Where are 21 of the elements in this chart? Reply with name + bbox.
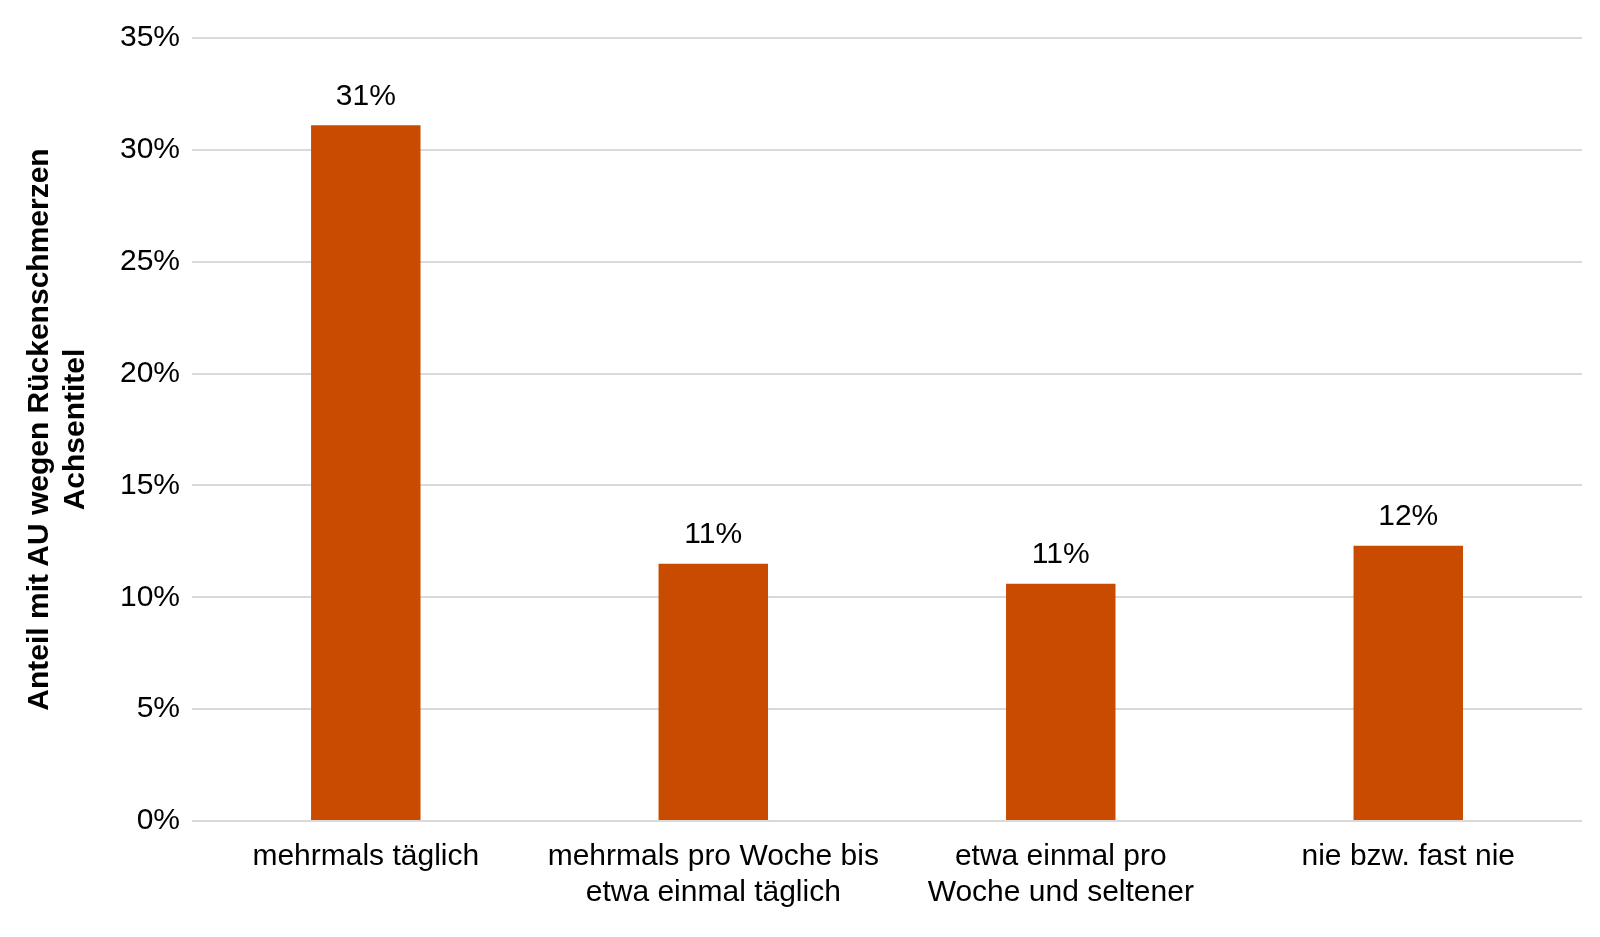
x-tick-label: mehrmals pro Woche bis etwa einmal täglich <box>547 838 879 908</box>
bar <box>1006 583 1116 820</box>
y-tick-label: 30% <box>120 131 181 165</box>
x-tick-label: nie bzw. fast nie <box>1301 838 1515 872</box>
data-label: 31% <box>335 77 396 111</box>
y-tick-label: 0% <box>136 802 181 836</box>
y-axis-title: Anteil mit AU wegen Rückenschmerzen Achsentitel <box>21 148 91 711</box>
data-label: 11% <box>1031 536 1090 570</box>
data-label: 12% <box>1378 498 1439 532</box>
y-tick-label: 25% <box>120 242 181 276</box>
y-tick-label: 10% <box>120 578 181 612</box>
bar <box>311 125 421 820</box>
bar <box>1353 545 1463 820</box>
bar <box>658 563 769 820</box>
y-tick-label: 15% <box>120 466 181 500</box>
y-tick-label: 35% <box>120 19 181 53</box>
y-tick-label: 20% <box>120 354 181 388</box>
x-tick-label: etwa einmal pro Woche und seltener <box>927 838 1194 908</box>
data-label: 11% <box>684 515 743 549</box>
y-tick-label: 5% <box>136 690 181 724</box>
x-tick-label: mehrmals täglich <box>252 838 480 872</box>
